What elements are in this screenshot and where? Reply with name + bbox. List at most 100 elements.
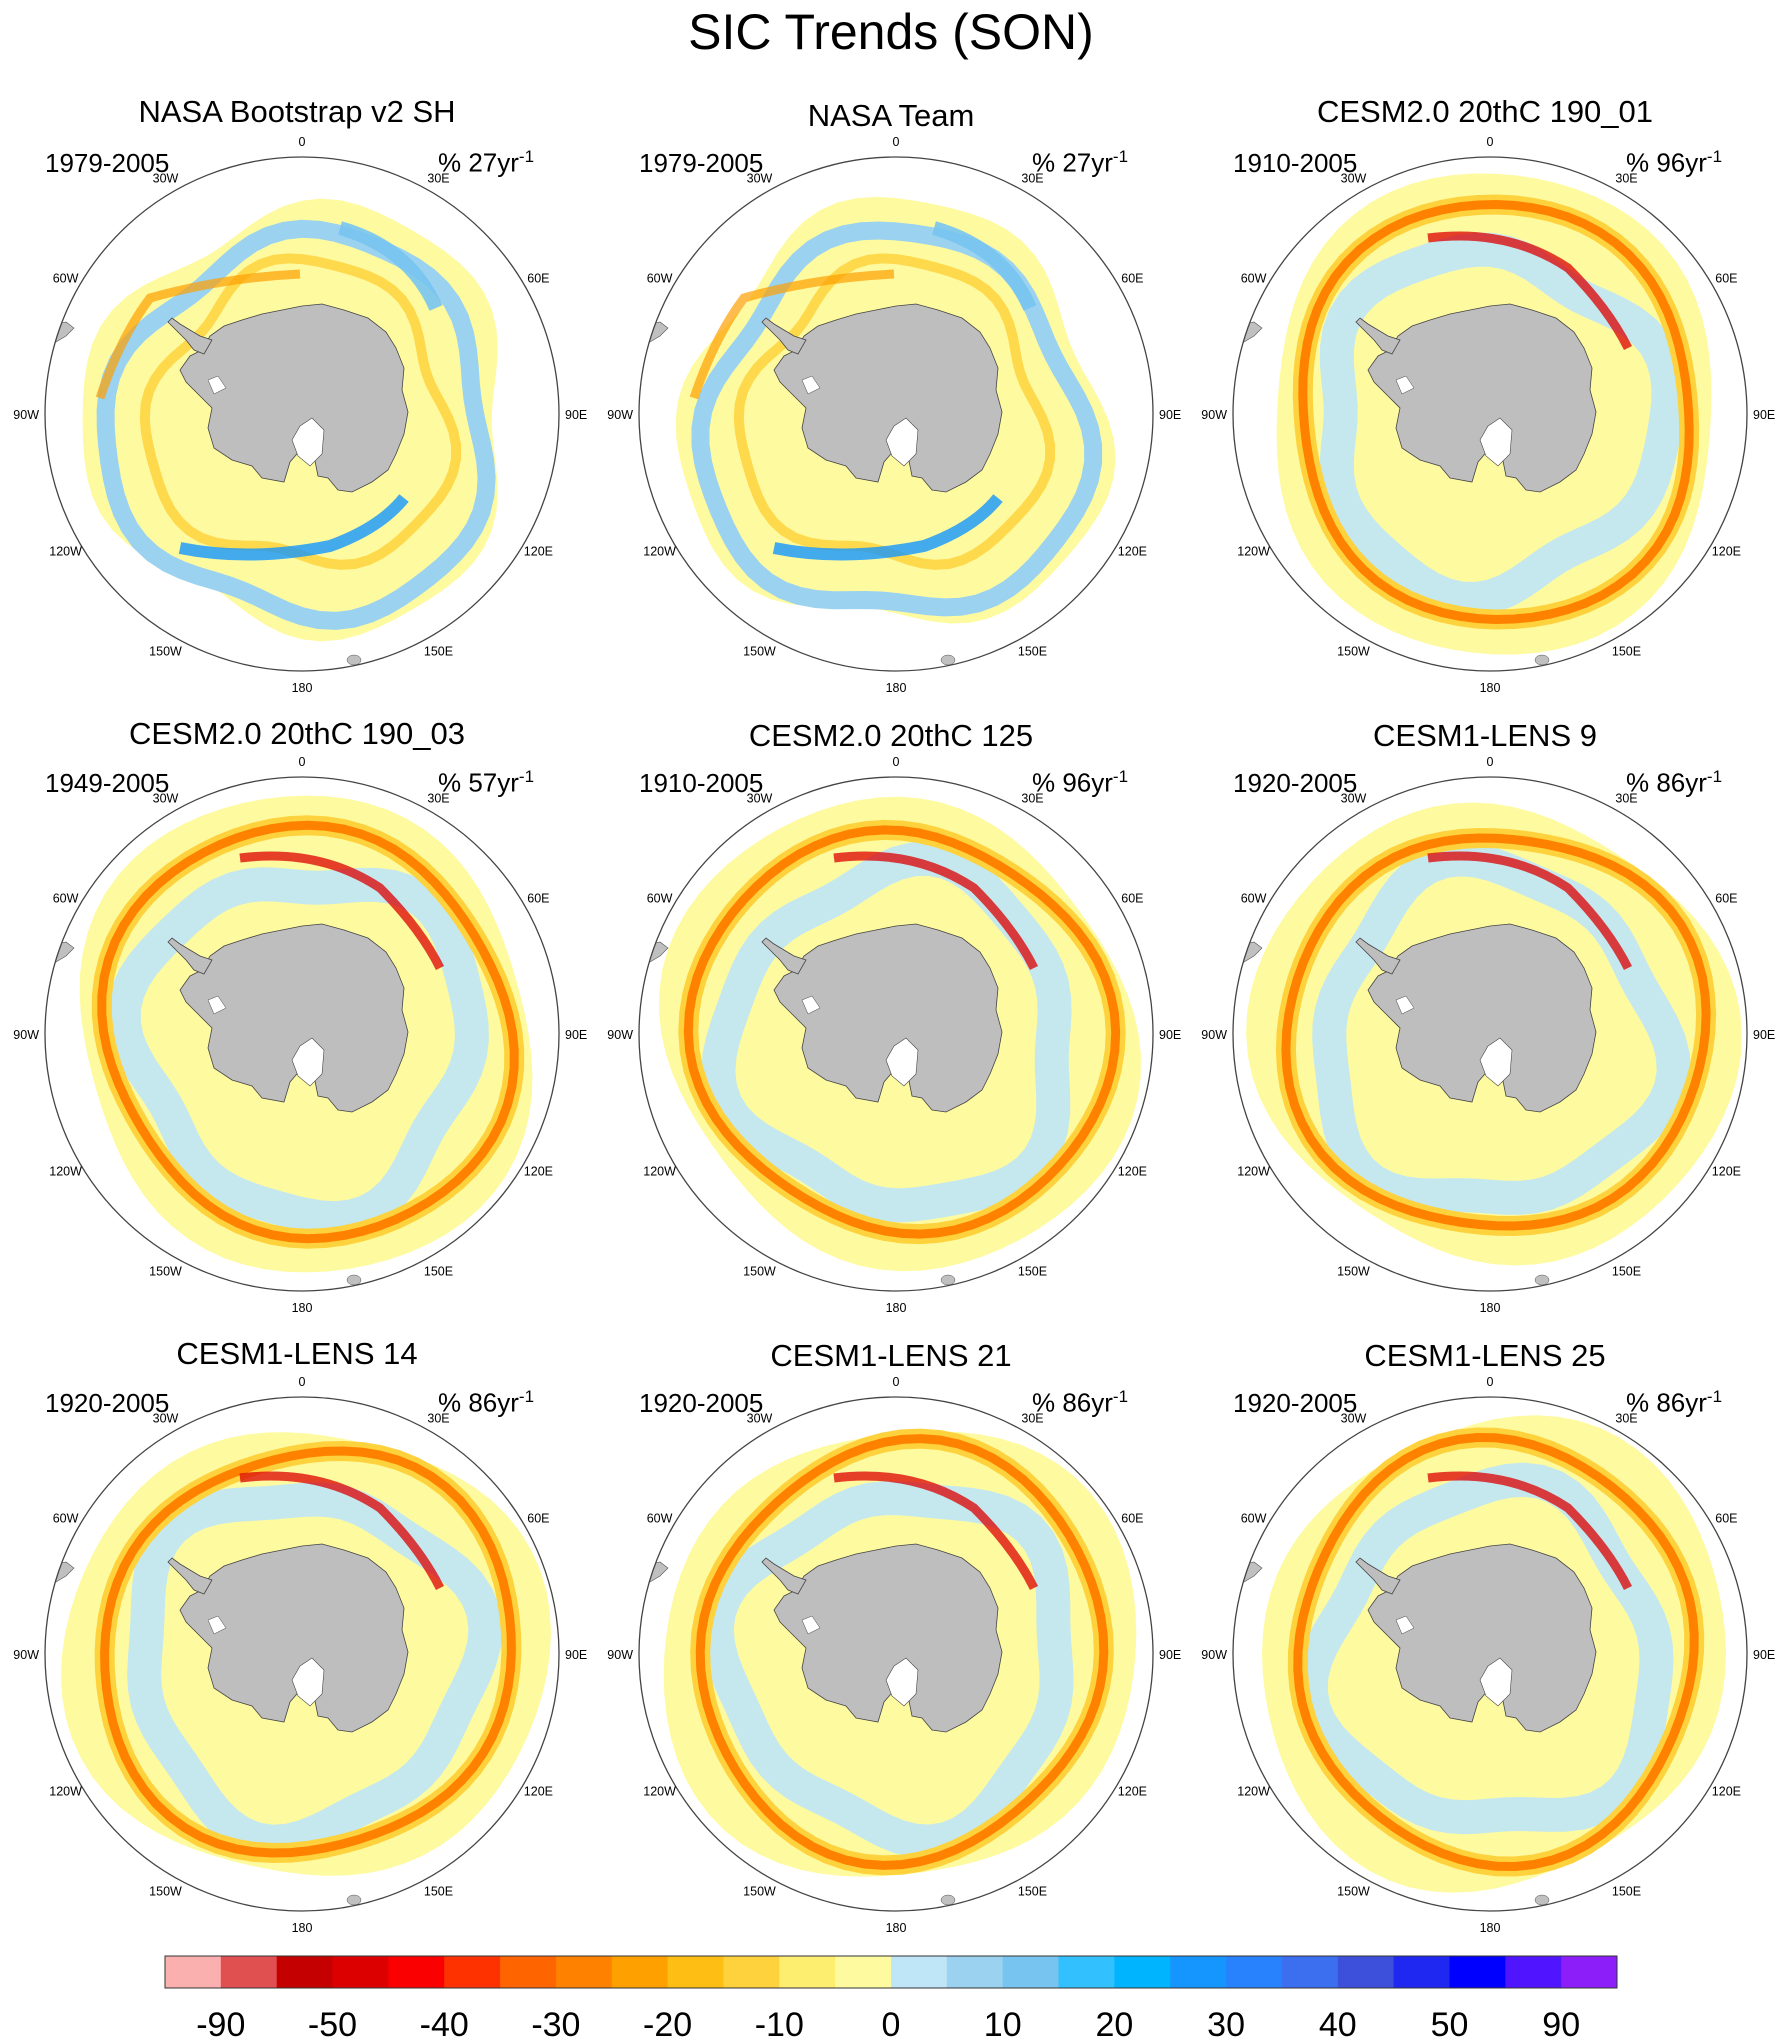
- panel-title: CESM1-LENS 21: [770, 1338, 1012, 1373]
- antarctic-peninsula: [761, 317, 807, 355]
- colorbar-bin: [1337, 1956, 1395, 1988]
- new-zealand-landmass: [346, 654, 362, 666]
- trend-ring-peak: [1427, 1471, 1633, 1591]
- colorbar-bin: [165, 1956, 222, 1988]
- units-value: 86yr: [468, 1387, 519, 1418]
- polar-map: 0 30E 60E 90E 120E 150E 180 150W 120W 90W 60W 30W: [13, 135, 587, 695]
- longitude-label: 60E: [1121, 1512, 1143, 1526]
- polar-map: 0 30E 60E 90E 120E 150E 180 150W 120W 90W 60W 30W: [607, 1375, 1181, 1935]
- longitude-label: 90E: [565, 1028, 587, 1042]
- panel-title: NASA Team: [807, 98, 975, 133]
- colorbar-bin: [667, 1956, 724, 1988]
- colorbar-bin: [500, 1956, 557, 1988]
- negative-trend-zone: [701, 841, 1072, 1223]
- longitude-label: 30W: [1341, 172, 1367, 186]
- longitude-label: 180: [886, 681, 907, 695]
- longitude-label: 30E: [1021, 1412, 1043, 1426]
- units-value: 86yr: [1656, 767, 1707, 798]
- longitude-label: 150E: [424, 644, 453, 658]
- colorbar-bin: [1002, 1956, 1059, 1988]
- longitude-label: 120W: [1237, 1785, 1270, 1799]
- new-zealand-landmass: [940, 1274, 956, 1286]
- longitude-label: 150W: [149, 1884, 182, 1898]
- colorbar-tick-label: -50: [308, 2006, 357, 2043]
- longitude-label: 90E: [1753, 1648, 1775, 1662]
- map-panel: CESM1-LENS 14 1920-2005% 86yr-1 0 30E 60E 90E…: [0, 1318, 594, 1940]
- new-zealand-landmass: [940, 1894, 956, 1906]
- units-value: 27yr: [1062, 147, 1113, 178]
- longitude-label: 120W: [1237, 545, 1270, 559]
- ross-ice-shelf: [1479, 1657, 1513, 1707]
- colorbar-bin: [1281, 1956, 1339, 1988]
- period-label: 1920-2005: [1233, 768, 1358, 798]
- longitude-label: 120E: [524, 545, 553, 559]
- colorbar-bin: [1505, 1956, 1562, 1988]
- longitude-label: 120E: [1118, 1785, 1147, 1799]
- longitude-label: 30W: [153, 172, 179, 186]
- period-label: 1949-2005: [45, 768, 170, 798]
- ross-ice-shelf: [1479, 417, 1513, 467]
- colorbar-bin: [1114, 1956, 1171, 1988]
- longitude-label: 90W: [1201, 1648, 1227, 1662]
- units-label: % 57yr-1: [438, 760, 534, 800]
- longitude-label: 180: [886, 1921, 907, 1935]
- longitude-label: 180: [1480, 681, 1501, 695]
- longitude-label: 120E: [1712, 1165, 1741, 1179]
- longitude-label: 90W: [607, 1648, 633, 1662]
- units-exponent: -1: [1706, 1387, 1723, 1406]
- units-value: 96yr: [1062, 767, 1113, 798]
- period-label: 1910-2005: [639, 768, 764, 798]
- ross-ice-shelf: [291, 1657, 325, 1707]
- ronne-ice-shelf: [801, 1615, 821, 1635]
- colorbar-tick-label: 0: [882, 2006, 901, 2043]
- longitude-label: 180: [1480, 1301, 1501, 1315]
- longitude-label: 30E: [1021, 792, 1043, 806]
- longitude-label: 30E: [1615, 1412, 1637, 1426]
- longitude-label: 0: [1487, 135, 1494, 149]
- negative-trend-zone: [1319, 232, 1686, 617]
- longitude-label: 60W: [1241, 1512, 1267, 1526]
- longitude-label: 90W: [13, 1028, 39, 1042]
- colorbar-bin: [444, 1956, 501, 1988]
- colorbar-bin: [1058, 1956, 1115, 1988]
- trend-ring-peak: [1427, 231, 1633, 351]
- units-exponent: -1: [518, 1387, 535, 1406]
- longitude-label: 120W: [49, 1165, 82, 1179]
- map-boundary: [1232, 776, 1748, 1292]
- period-label: 1979-2005: [639, 148, 764, 178]
- period-label: 1910-2005: [1233, 148, 1358, 178]
- trend-ring-peak: [239, 851, 445, 971]
- colorbar-bin: [1449, 1956, 1506, 1988]
- longitude-label: 120W: [643, 1785, 676, 1799]
- units-value: 27yr: [468, 147, 519, 178]
- longitude-label: 150W: [743, 1264, 776, 1278]
- antarctic-peninsula: [1355, 937, 1401, 975]
- colorbar-tick-label: -20: [643, 2006, 692, 2043]
- map-boundary: [638, 156, 1154, 672]
- trend-ring-peak: [1427, 851, 1633, 971]
- negative-trend-band: [338, 221, 443, 311]
- units-exponent: -1: [1112, 147, 1129, 166]
- longitude-label: 90E: [1159, 408, 1181, 422]
- longitude-label: 60E: [1121, 272, 1143, 286]
- colorbar-bin: [835, 1956, 892, 1988]
- longitude-label: 60E: [1715, 1512, 1737, 1526]
- map-panel: CESM1-LENS 25 1920-2005% 86yr-1 0 30E 60E 90E…: [1188, 1318, 1782, 1940]
- colorbar-tick-label: 90: [1542, 2006, 1580, 2043]
- colorbar-tick-label: 20: [1095, 2006, 1133, 2043]
- south-america-landmass: [639, 941, 669, 979]
- trend-ring: [695, 1434, 1109, 1870]
- units-value: 57yr: [468, 767, 519, 798]
- longitude-label: 150E: [1018, 644, 1047, 658]
- units-prefix: %: [438, 767, 469, 798]
- longitude-label: 90E: [565, 408, 587, 422]
- longitude-label: 30W: [153, 792, 179, 806]
- units-prefix: %: [438, 147, 469, 178]
- longitude-label: 60W: [1241, 272, 1267, 286]
- longitude-label: 120E: [1118, 545, 1147, 559]
- longitude-label: 120W: [643, 1165, 676, 1179]
- trend-ring: [683, 825, 1121, 1239]
- units-label: % 96yr-1: [1032, 760, 1128, 800]
- ronne-ice-shelf: [1395, 375, 1415, 395]
- map-boundary: [638, 1396, 1154, 1912]
